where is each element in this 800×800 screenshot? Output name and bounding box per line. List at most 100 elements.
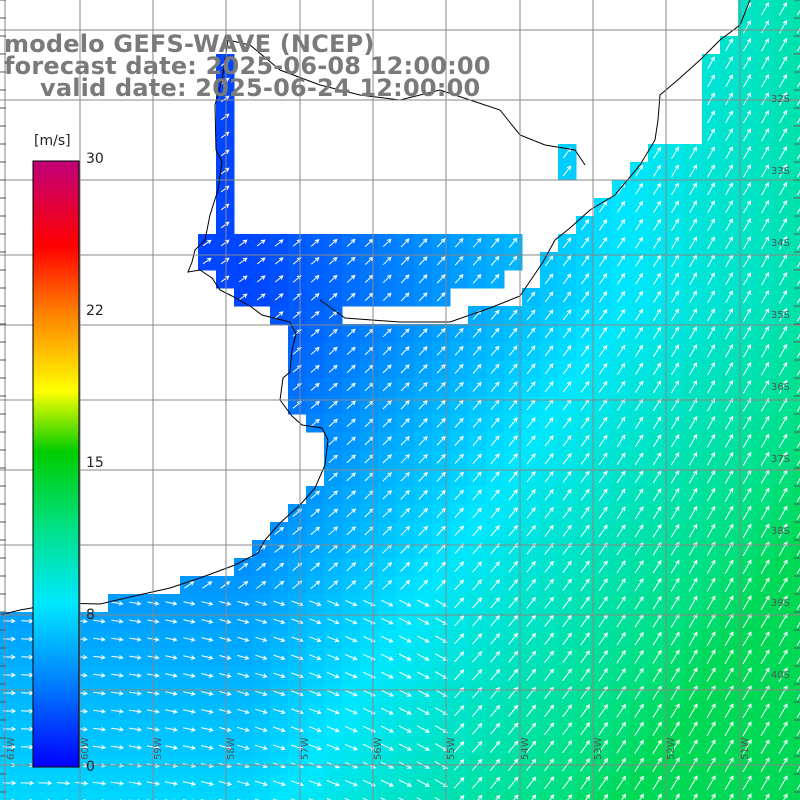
wind-arrow [526,381,536,393]
wind-arrow [453,776,465,789]
wind-arrow [616,416,626,429]
wind-cell [792,684,800,703]
wind-arrow [562,740,573,754]
wind-arrow [273,708,286,715]
wind-cell [684,792,703,800]
wind-arrow [724,451,734,466]
wind-arrow [310,328,320,337]
wind-arrow [707,379,716,394]
wind-arrow [796,297,800,304]
wind-arrow [778,73,788,88]
wind-arrow [490,309,500,320]
wind-arrow [255,708,268,715]
wind-arrow [616,434,626,447]
wind-arrow [760,649,770,665]
wind-arrow [346,454,356,464]
wind-arrow [616,200,626,213]
wind-arrow [416,779,431,787]
wind-arrow [544,776,555,790]
wind-cell [54,792,73,800]
wind-arrow [110,745,125,750]
wind-arrow [635,182,644,195]
wind-arrow [399,635,412,643]
wind-arrow [111,618,124,624]
wind-arrow [237,618,250,624]
wind-arrow [129,637,142,642]
wind-arrow [761,1,770,16]
wind-arrow [598,272,608,285]
wind-arrow [562,363,572,375]
wind-cell [792,270,800,289]
wind-arrow [796,477,800,484]
wind-arrow [436,453,446,464]
wind-arrow [400,328,410,338]
wind-arrow [436,579,447,591]
wind-arrow [742,451,752,466]
wind-arrow [272,780,286,787]
wind-cell [126,792,145,800]
wind-arrow [165,655,178,660]
wind-arrow [399,599,412,607]
wind-arrow [184,581,195,589]
wind-arrow [327,690,340,697]
wind-arrow [310,382,320,391]
wind-arrow [616,596,626,610]
wind-arrow [761,73,770,88]
wind-arrow [761,19,770,34]
wind-arrow [725,110,733,124]
wind-cell [792,612,800,631]
wind-arrow [724,469,734,484]
wind-arrow [724,631,734,647]
wind-cell [342,792,361,800]
wind-arrow [562,560,572,573]
wind-cell [756,792,775,800]
wind-arrow [761,127,770,142]
wind-arrow [201,655,214,660]
wind-cell [162,792,181,800]
wind-arrow [603,793,609,800]
wind-arrow [635,200,644,213]
wind-arrow [308,708,322,715]
wind-arrow [418,400,428,410]
wind-arrow [111,601,124,606]
wind-arrow [346,364,356,374]
wind-arrow [725,343,734,358]
wind-arrow [544,704,555,718]
wind-arrow [743,38,752,52]
wind-arrow [688,595,698,610]
wind-arrow [689,218,697,232]
wind-arrow [544,363,554,375]
wind-arrow [236,780,251,787]
wind-arrow [237,636,250,642]
wind-arrow [760,325,770,340]
wind-arrow [346,418,356,428]
wind-arrow [743,218,752,232]
wind-arrow [380,653,394,661]
wind-arrow [400,382,410,392]
wind-arrow [472,704,483,717]
wind-arrow [508,507,518,519]
wind-cell [540,792,559,800]
wind-arrow [274,293,284,301]
wind-arrow [418,364,428,374]
wind-arrow [724,595,734,610]
wind-arrow [653,164,662,177]
wind-arrow [237,744,250,751]
wind-arrow [743,272,752,286]
wind-arrow [400,400,410,410]
latitude-label: 35S [771,310,790,321]
wind-arrow [256,239,266,247]
wind-arrow [616,362,626,375]
wind-cell [792,558,800,577]
wind-arrow [165,637,178,642]
wind-arrow [653,218,662,231]
wind-arrow [508,363,518,375]
wind-arrow [796,387,800,394]
wind-arrow [598,452,608,465]
wind-arrow [202,257,212,265]
wind-arrow [418,418,428,428]
wind-cell [792,774,800,793]
wind-arrow [459,794,465,800]
wind-arrow [382,579,393,590]
longitude-label: 51W [740,737,751,760]
